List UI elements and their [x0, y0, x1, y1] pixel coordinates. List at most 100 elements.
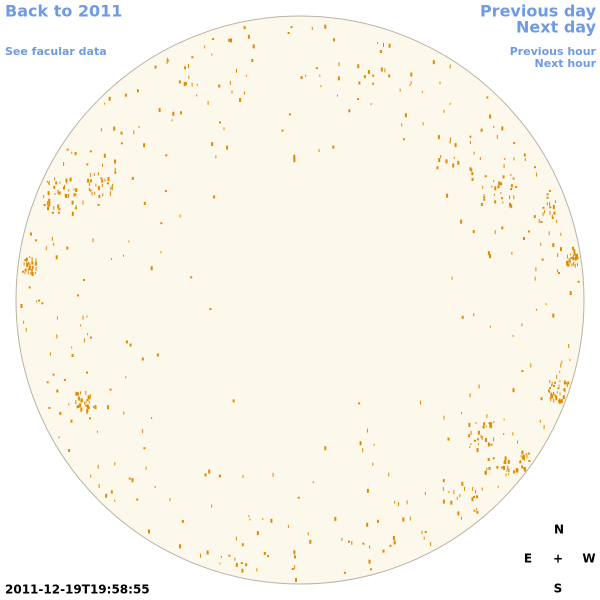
facula [556, 219, 557, 223]
facula [211, 53, 213, 56]
facula [493, 180, 495, 183]
facula [460, 219, 463, 224]
facula [366, 428, 368, 433]
facula [109, 97, 111, 101]
facula [501, 466, 504, 469]
facula [549, 380, 551, 384]
facular-link[interactable]: See facular data [5, 45, 107, 58]
facula [473, 509, 476, 512]
facula [56, 316, 58, 320]
facula [73, 188, 75, 191]
facula [94, 191, 96, 195]
facula [494, 230, 496, 235]
facula [143, 143, 146, 148]
facula [363, 75, 366, 79]
facula [489, 325, 491, 328]
previous-hour-link[interactable]: Previous hour [510, 45, 597, 58]
facula [377, 519, 379, 523]
facula [106, 182, 109, 185]
facula [480, 203, 483, 206]
facula [45, 246, 47, 251]
facula [71, 354, 74, 357]
facula [309, 539, 312, 544]
facula [247, 34, 250, 39]
facula [461, 412, 462, 415]
facula [409, 84, 411, 87]
facula [66, 246, 69, 250]
facula [243, 26, 246, 30]
facula [513, 470, 515, 474]
facula [207, 100, 209, 105]
facula [476, 438, 479, 441]
facula [367, 70, 370, 74]
facula [451, 276, 453, 280]
facula [551, 394, 554, 399]
facula [47, 207, 49, 211]
facula [401, 123, 403, 127]
facula [256, 568, 258, 572]
facula [23, 320, 25, 324]
facula [515, 186, 518, 189]
facula [184, 66, 187, 70]
facula [245, 74, 247, 77]
facula [487, 251, 490, 256]
facula [470, 443, 472, 446]
solar-disk [15, 15, 585, 585]
facula [148, 529, 150, 534]
facula [410, 81, 412, 85]
facula [85, 404, 88, 407]
facula [93, 405, 95, 408]
facula [80, 407, 83, 412]
facula [480, 434, 482, 438]
next-hour-link[interactable]: Next hour [535, 57, 597, 70]
facula [183, 82, 186, 87]
facula [239, 97, 242, 102]
facula [267, 555, 269, 558]
facula [142, 429, 144, 434]
facula [461, 315, 464, 319]
facula [242, 475, 244, 478]
facula [48, 198, 51, 203]
facula [83, 279, 85, 281]
previous-day-link[interactable]: Previous day [480, 2, 597, 21]
facula [31, 265, 34, 269]
facula [468, 422, 471, 427]
facula [552, 313, 555, 318]
facula [515, 468, 518, 471]
facula [272, 472, 274, 477]
facula [358, 81, 361, 85]
facula [486, 96, 489, 99]
facula [453, 156, 455, 159]
facula [485, 438, 487, 442]
facula [232, 399, 235, 403]
next-day-link[interactable]: Next day [516, 18, 597, 37]
facula [558, 399, 561, 403]
back-link[interactable]: Back to 2011 [5, 2, 122, 21]
facula [240, 562, 243, 564]
facula [493, 437, 494, 442]
facula [220, 556, 222, 558]
facula [93, 172, 95, 176]
facula [551, 381, 553, 386]
facula [526, 454, 528, 459]
facula [542, 206, 545, 209]
facula [540, 242, 542, 246]
facula [230, 38, 232, 43]
facula [58, 191, 61, 195]
facula [46, 381, 49, 384]
facula [77, 396, 80, 401]
facula [30, 269, 33, 272]
facula [527, 452, 530, 455]
facula [480, 128, 483, 132]
facula [507, 459, 510, 464]
facula [204, 45, 206, 49]
facula [166, 59, 168, 64]
facula [517, 440, 518, 444]
facula [486, 414, 488, 419]
facula [549, 210, 551, 215]
facula [545, 303, 547, 306]
facula [48, 202, 51, 206]
facula [107, 405, 109, 410]
facula [460, 516, 462, 520]
